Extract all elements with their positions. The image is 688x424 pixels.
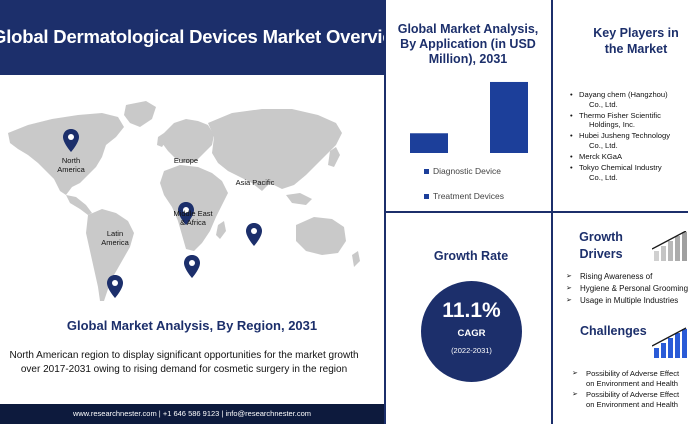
greenland-land [124,101,156,127]
world-map-graphic [8,101,360,301]
region-label-line: & Africa [180,217,206,227]
region-label-north-america: North America [48,156,94,174]
region-label-line: America [101,237,129,247]
cagr-badge: 11.1% CAGR (2022-2031) [421,281,522,382]
key-player-name: Merck KGaA [579,152,623,162]
north-america-land [8,113,124,195]
cagr-period: (2022-2031) [451,346,492,355]
asia-land [208,109,342,191]
key-player-name: Dayang chem (Hangzhou) [579,90,668,99]
region-label-line: North [61,156,81,165]
region-label-asia-pacific: Asia Pacific [228,178,282,188]
footer-contact-text: www.researchnester.com | +1 646 586 9123… [72,409,312,418]
key-player-name-cont: Co., Ltd. [589,172,618,182]
growth-driver-item: Rising Awareness of [566,271,688,283]
europe-pin-icon [178,202,194,225]
application-bar-chart [410,81,528,153]
region-label-line: America [57,164,85,174]
key-player-name: Tokyo Chemical Industry [579,163,662,173]
key-player-name: Hubei Jusheng Technology [579,131,671,141]
footer-bar: www.researchnester.com | +1 646 586 9123… [0,404,384,424]
cagr-label: CAGR [457,328,486,339]
region-section-title: Global Market Analysis, By Region, 2031 [66,318,318,333]
challenges-bars-icon [652,327,687,358]
challenges-title: Challenges [580,324,647,338]
indonesia-land [286,193,312,205]
north-america-pin-icon [63,129,79,152]
bar-treatment-devices [490,81,528,153]
challenge-text-cont: on Environment and Health [586,399,679,409]
growth-driver-item: Hygiene & Personal Grooming [566,283,688,295]
legend-item-treatment: Treatment Devices [424,191,504,201]
bar-diagnostic-device [410,133,448,153]
key-players-title-line: Key Players in [593,26,679,40]
madagascar-land [216,221,226,239]
region-label-line: Latin [106,229,124,238]
middle-east-africa-pin-icon [184,255,200,278]
key-players-title: Key Players in the Market [556,25,688,57]
world-map [0,75,384,310]
growth-drivers-title-line: Drivers [579,247,623,261]
latin-america-pin-icon [107,275,123,298]
new-zealand-land [352,251,360,267]
region-label-line: Asia Pacific [235,178,275,187]
region-label-europe: Europe [164,156,208,166]
legend-swatch [424,194,429,200]
chart-title-line: Million), 2031 [428,52,508,66]
chart-title-line: Global Market Analysis, [397,22,539,36]
cagr-value: 11.1% [442,299,501,322]
asia-pacific-pin-icon [246,223,262,246]
divider-horizontal [386,211,688,213]
growth-rate-title: Growth Rate [433,249,509,263]
region-label-latin-america: Latin America [92,229,138,247]
growth-drivers-title: Growth Drivers [576,229,626,263]
key-player-item: Dayang chem (Hangzhou)Co., Ltd. [570,90,688,109]
legend-label: Treatment Devices [433,191,505,201]
south-america-land [86,209,134,301]
key-player-name-cont: Co., Ltd. [589,140,618,150]
region-section-description: North American region to display signifi… [0,349,374,377]
growth-bars-icon [652,231,687,261]
legend-item-diagnostic: Diagnostic Device [424,166,501,176]
header-bar: Global Dermatological Devices Market Ove… [0,0,407,75]
japan-land [328,147,340,167]
growth-drivers-list: Rising Awareness of Hygiene & Personal G… [566,271,688,307]
key-player-name-cont: Co., Ltd. [589,99,618,109]
key-player-name: Thermo Fisher Scientific [579,110,661,120]
application-chart-title: Global Market Analysis, By Application (… [386,22,550,67]
region-label-line: Middle East [173,209,213,218]
region-label-line: Europe [173,156,199,165]
australia-land [296,217,346,255]
chart-title-line: By Application (in USD [400,37,536,51]
page-title: Global Dermatological Devices Market Ove… [0,26,407,47]
key-player-name-cont: Holdings, Inc. [589,120,636,130]
growth-driver-item: Usage in Multiple Industries [566,295,688,307]
legend-swatch [424,169,429,175]
region-description-line: over 2017-2031 owing to rising demand fo… [20,364,348,375]
region-label-middle-east-africa: Middle East & Africa [166,209,220,227]
challenge-text: Possibility of Adverse Effect [586,390,680,400]
growth-drivers-title-line: Growth [579,230,623,244]
uk-land [157,133,166,147]
challenge-text: Possibility of Adverse Effect [586,369,680,378]
key-player-item: Merck KGaA [570,152,688,162]
africa-land [160,165,228,251]
key-players-title-line: the Market [604,42,668,56]
region-description-line: North American region to display signifi… [9,350,359,361]
central-america-land [66,195,92,215]
divider-vertical-left [384,0,386,424]
europe-land [162,119,214,163]
key-players-list: Dayang chem (Hangzhou)Co., Ltd. Thermo F… [570,90,688,184]
challenge-text-cont: on Environment and Health [586,378,679,388]
legend-label: Diagnostic Device [433,166,502,176]
